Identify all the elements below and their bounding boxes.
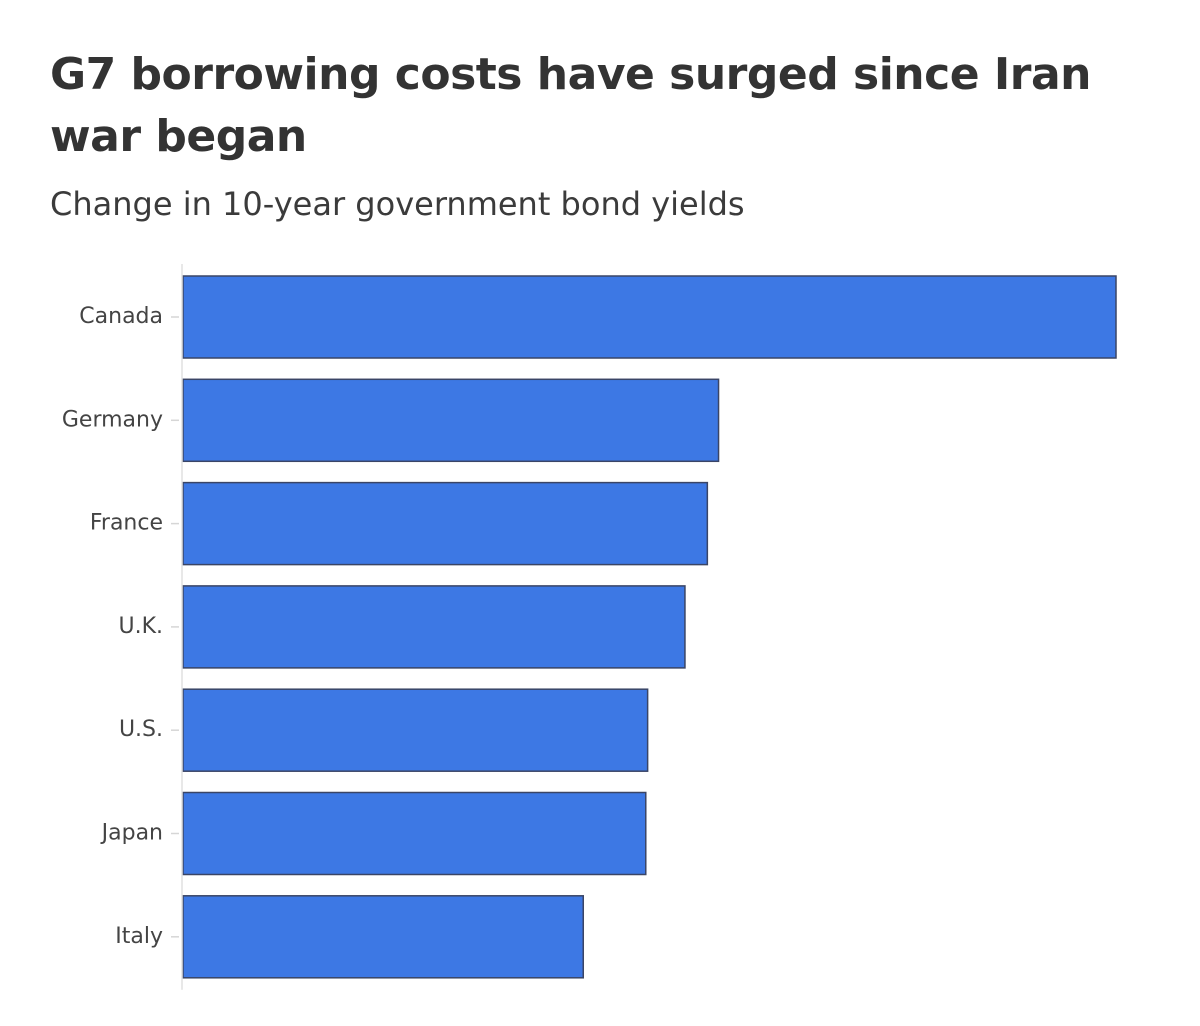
category-label-japan: Japan — [100, 821, 163, 846]
chart-subtitle: Change in 10-year government bond yields — [50, 185, 745, 223]
bar-germany — [182, 378, 720, 463]
bar-u-k — [182, 585, 686, 669]
category-label-u-s: U.S. — [119, 717, 163, 742]
bar-france — [182, 481, 709, 566]
category-label-france: France — [90, 511, 163, 536]
bar-italy — [182, 895, 585, 979]
category-label-italy: Italy — [115, 924, 163, 949]
category-label-u-k: U.K. — [118, 614, 163, 639]
bar-u-s — [182, 688, 649, 772]
bar-japan — [182, 791, 647, 876]
category-label-germany: Germany — [62, 407, 163, 432]
tick-marks-layer — [171, 316, 179, 938]
bar-canada — [182, 275, 1117, 359]
category-label-canada: Canada — [79, 304, 163, 329]
category-labels-layer: Canada Germany France U.K. U.S. Japan Italy — [62, 304, 163, 949]
bars-layer — [182, 275, 1117, 979]
chart-title: G7 borrowing costs have surged since Ira… — [50, 49, 1091, 162]
